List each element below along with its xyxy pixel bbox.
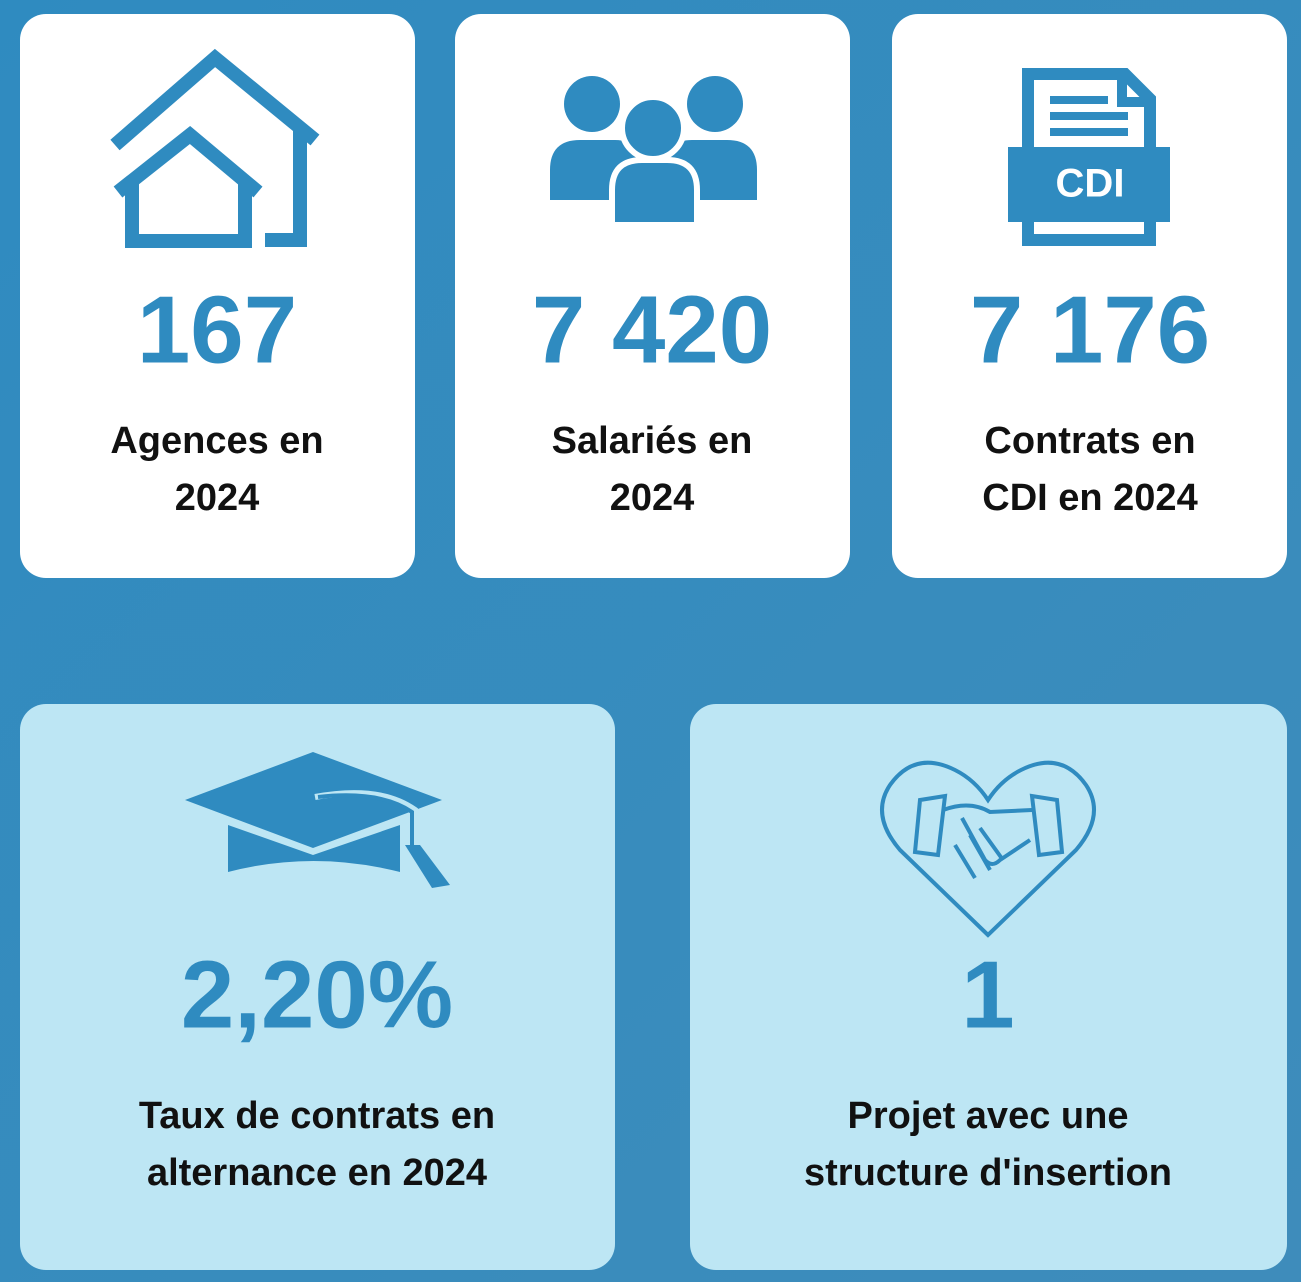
stat-label: Projet avec une: [848, 1095, 1129, 1137]
stat-label: Agences en: [110, 420, 323, 462]
stat-label: structure d'insertion: [804, 1152, 1172, 1194]
card: [20, 704, 615, 1270]
heart-icon: [880, 760, 1096, 938]
card: [20, 14, 415, 578]
stat-value: 1: [961, 941, 1014, 1048]
stat-label: Contrats en: [984, 420, 1195, 462]
people-icon: [550, 76, 757, 228]
stat-value: 7 176: [970, 276, 1210, 383]
document-icon: [1008, 68, 1170, 246]
stat-label: alternance en 2024: [147, 1152, 487, 1194]
cap-icon: [185, 752, 450, 888]
stat-label: Taux de contrats en: [139, 1095, 495, 1137]
stat-value: 7 420: [532, 276, 772, 383]
card: [690, 704, 1287, 1270]
card: [892, 14, 1287, 578]
stat-label: 2024: [610, 477, 695, 519]
icon-text: CDI: [1056, 162, 1125, 206]
house-icon: [110, 48, 320, 248]
stat-value: 167: [137, 276, 297, 383]
stat-label: CDI en 2024: [982, 477, 1197, 519]
stat-label: Salariés en: [552, 420, 753, 462]
stat-label: 2024: [175, 477, 260, 519]
stat-value: 2,20%: [181, 941, 453, 1048]
